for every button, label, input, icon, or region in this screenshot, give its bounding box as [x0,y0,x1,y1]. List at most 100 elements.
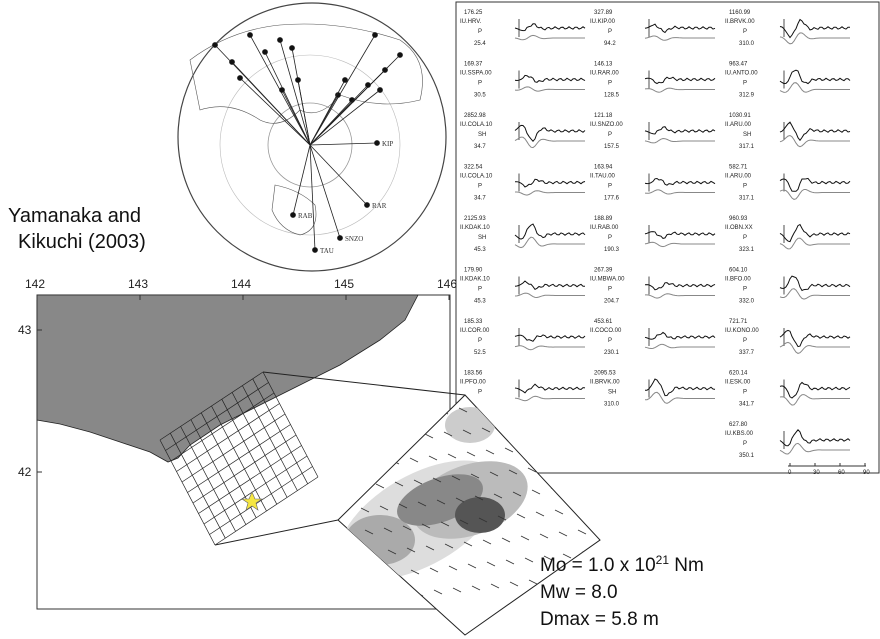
azimuth: 34.7 [474,196,486,202]
slip-arrow [527,467,537,473]
station-dot [312,247,318,253]
synthetic-trace [645,293,715,299]
title-line: Yamanaka and [8,205,141,227]
slip-arrow [612,504,620,508]
synthetic-trace [779,394,850,406]
slip-arrow [467,563,477,569]
observed-trace [644,282,716,291]
time-label: 0 [788,470,792,476]
azimuth: 45.3 [474,299,486,305]
synthetic-trace [779,134,850,148]
grid-line [203,455,308,525]
station-dot [337,235,343,241]
synthetic-trace [644,391,715,404]
ray [297,79,311,146]
slip-arrow [554,509,564,515]
station-code: IU.KIP.00 [590,19,616,25]
time-label: 90 [863,470,870,476]
phase: SH [478,235,486,241]
synthetic-trace [514,136,585,149]
phase: P [478,287,482,293]
ray [292,144,311,216]
slip-arrow [360,507,370,513]
observed-trace [644,76,716,85]
observed-trace [515,178,586,188]
observed-trace [644,331,716,340]
amplitude: 2125.93 [464,216,486,222]
observed-trace [514,74,586,83]
station-code: IU.ANTO.00 [725,71,758,77]
azimuth: 157.5 [604,144,620,150]
phase: P [608,338,612,344]
ray [309,84,369,146]
slip-arrow [501,537,511,543]
synthetic-trace [644,137,715,144]
amplitude: 267.39 [594,268,613,274]
amplitude: 604.10 [729,268,748,274]
station-code: II.PFO.00 [460,380,486,386]
slip-arrow [485,449,495,455]
synthetic-trace [779,237,850,250]
observed-trace [779,381,851,399]
slip-arrow [535,511,545,517]
grid-line [231,392,288,498]
grid-line [252,378,309,484]
synthetic-trace [779,288,850,300]
x-label: 143 [128,277,148,291]
amplitude: 163.94 [594,165,613,171]
slip-arrow [504,447,514,453]
phase: P [478,338,482,344]
station-dot [262,49,268,55]
grid-line [214,476,319,546]
amplitude: 620.14 [729,371,748,377]
slip-arrow [402,525,412,531]
ray [281,89,311,146]
slip-arrow [406,547,416,553]
synthetic-trace [644,87,715,93]
phase: P [478,81,482,87]
grid-line [209,466,313,535]
slip-arrow [443,431,453,437]
slip-arrow [601,550,609,554]
observed-trace [514,23,586,32]
slip-arrow [486,561,496,567]
station-label: RAR [372,202,387,210]
station-code: IU.COR.00 [460,328,490,334]
slip-arrow [620,548,628,552]
slip-arrow [489,471,499,477]
slip-arrow [543,555,553,561]
synthetic-trace [779,189,850,200]
observed-trace [779,121,851,142]
slip-arrow [452,587,462,593]
slip-arrow [516,513,526,519]
magnitude: Mw = 8.0 [540,582,618,603]
amplitude: 179.90 [464,268,483,274]
y-label: 43 [18,323,32,337]
slip-arrow [493,493,503,499]
station-dot [279,87,285,93]
slip-arrow [592,505,600,511]
observed-trace [779,177,851,192]
observed-trace [779,69,851,85]
station-code: II.BRVK.00 [590,380,620,386]
phase: SH [478,132,486,138]
slip-arrow [409,457,419,463]
observed-trace [644,23,716,34]
slip-arrow [463,541,473,547]
station-code: II.ARU.00 [725,174,752,180]
amplitude: 721.71 [729,319,748,325]
azimuth: 177.6 [604,196,620,202]
station-code: IU.SNZO.00 [590,122,623,128]
slip-arrow [417,501,427,507]
station-code: II.OBN.XX [725,225,753,231]
phase: P [608,184,612,190]
slip-arrow [458,407,468,413]
amplitude: 2852.98 [464,113,486,119]
station-dot [397,52,403,58]
x-label: 142 [25,277,45,291]
amplitude: 183.56 [464,371,483,377]
slip-arrow [539,533,549,539]
slip-arrow [413,479,423,485]
slip-arrow [577,529,587,535]
ray [309,142,378,146]
